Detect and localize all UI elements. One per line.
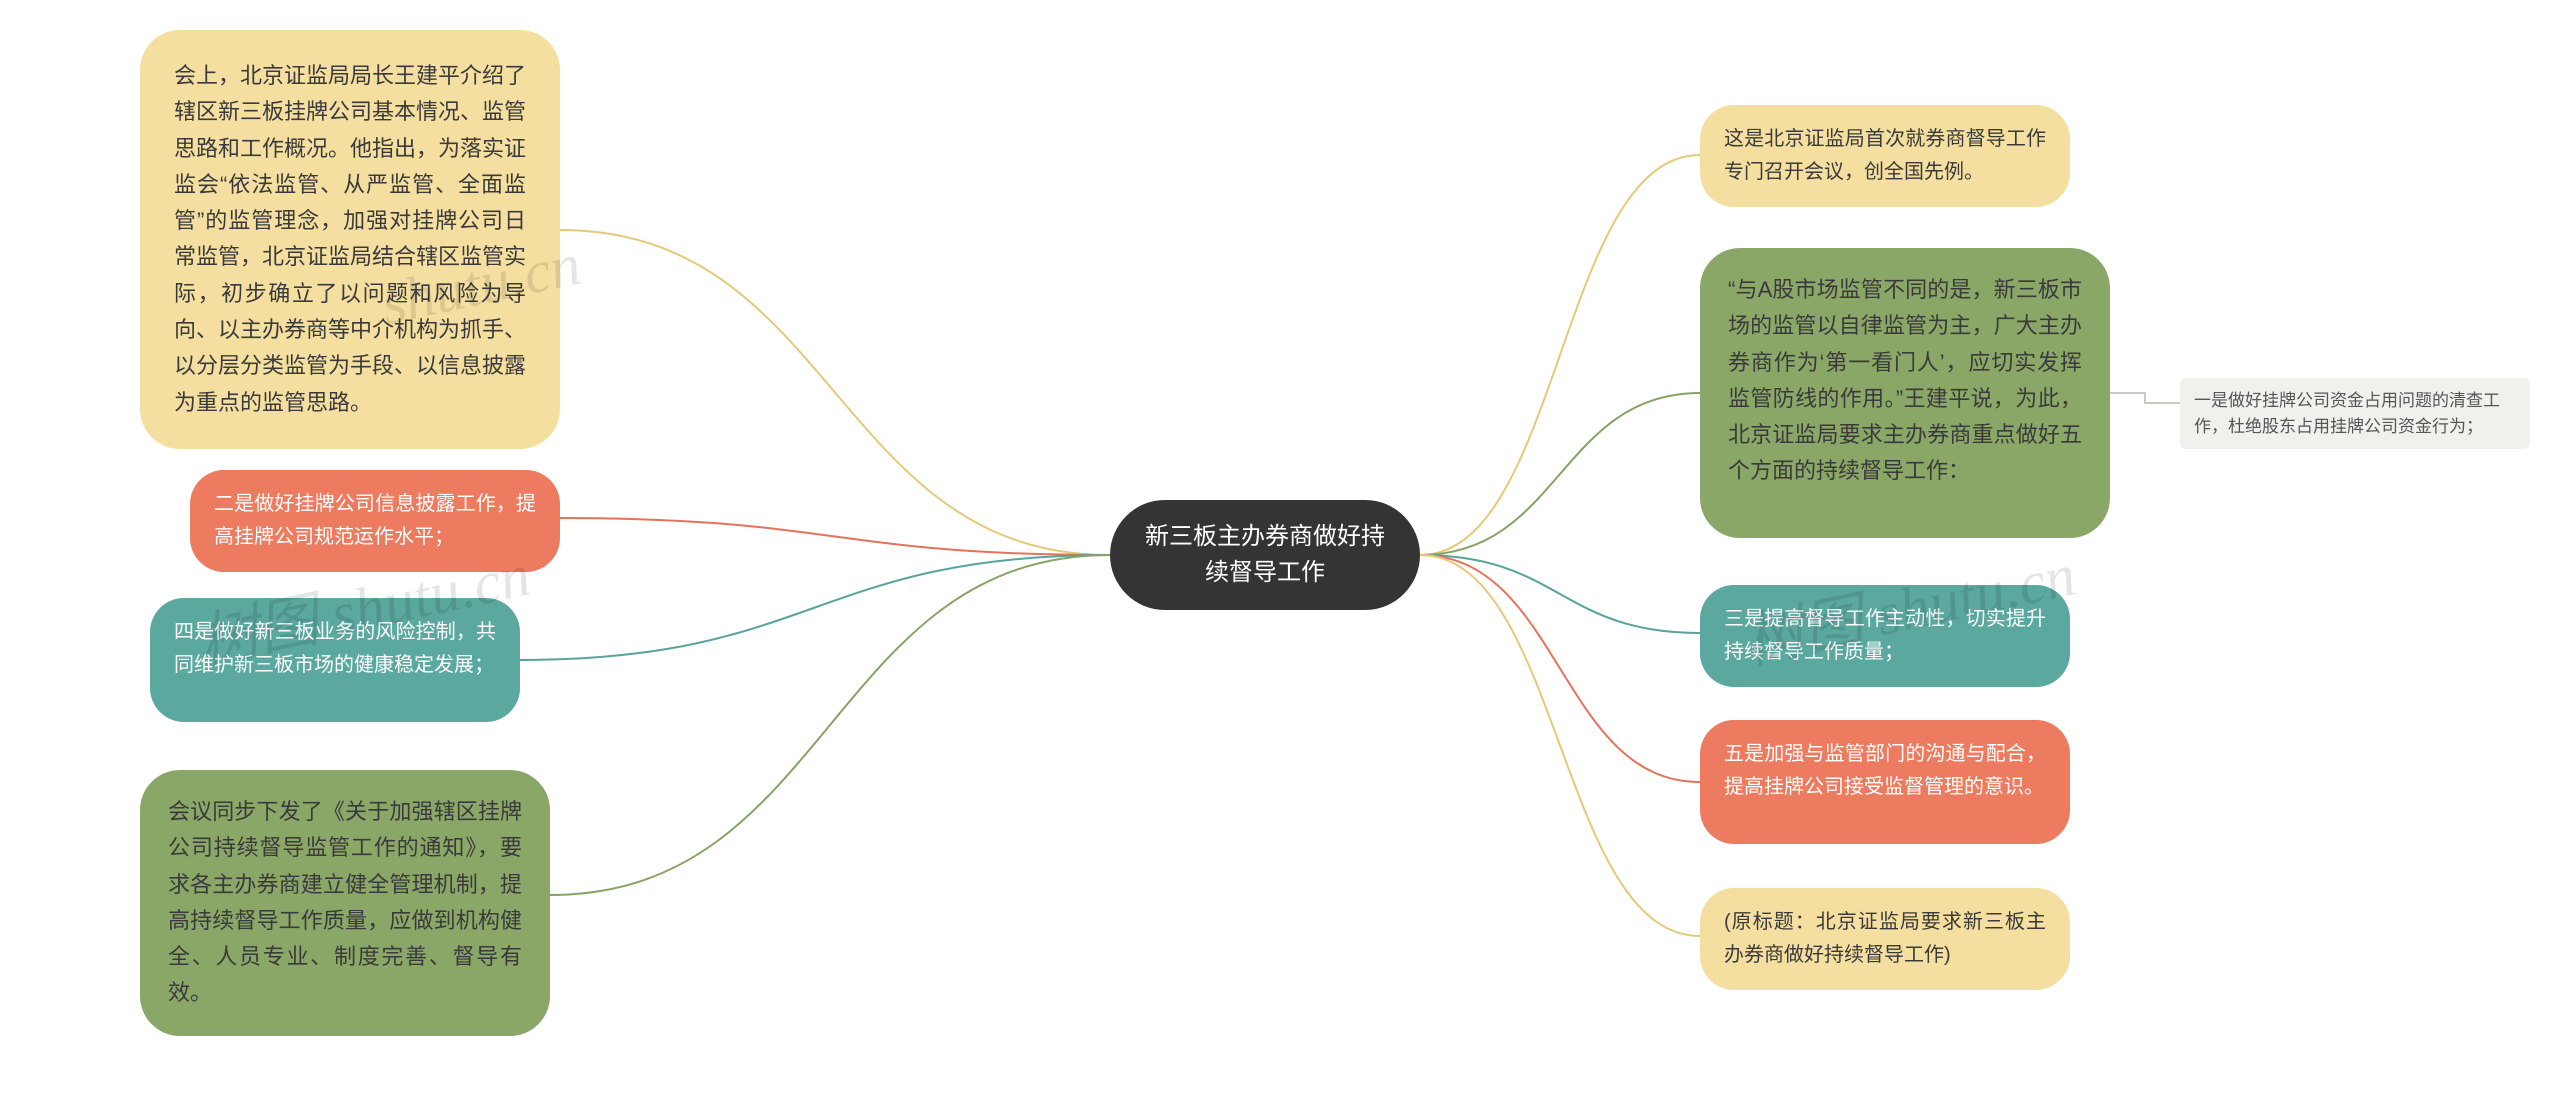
branch-text: 四是做好新三板业务的风险控制，共同维护新三板市场的健康稳定发展； [174,621,496,676]
branch-text: 会上，北京证监局局长王建平介绍了辖区新三板挂牌公司基本情况、监管思路和工作概况。… [174,63,526,415]
branch-left-4: 会议同步下发了《关于加强辖区挂牌公司持续督导监管工作的通知》，要求各主办券商建立… [140,770,550,1036]
branch-left-3: 四是做好新三板业务的风险控制，共同维护新三板市场的健康稳定发展； [150,598,520,722]
branch-text: “与A股市场监管不同的是，新三板市场的监管以自律监管为主，广大主办券商作为‘第一… [1728,277,2082,483]
sub-note-text: 一是做好挂牌公司资金占用问题的清查工作，杜绝股东占用挂牌公司资金行为； [2194,391,2500,436]
branch-right-2: “与A股市场监管不同的是，新三板市场的监管以自律监管为主，广大主办券商作为‘第一… [1700,248,2110,538]
branch-right-3: 三是提高督导工作主动性，切实提升持续督导工作质量； [1700,585,2070,687]
branch-right-1: 这是北京证监局首次就券商督导工作专门召开会议，创全国先例。 [1700,105,2070,207]
branch-text: 这是北京证监局首次就券商督导工作专门召开会议，创全国先例。 [1724,128,2046,183]
branch-text: (原标题：北京证监局要求新三板主办券商做好持续督导工作) [1724,911,2046,966]
center-label: 新三板主办券商做好持续督导工作 [1140,519,1390,591]
sub-note: 一是做好挂牌公司资金占用问题的清查工作，杜绝股东占用挂牌公司资金行为； [2180,378,2530,449]
branch-text: 会议同步下发了《关于加强辖区挂牌公司持续督导监管工作的通知》，要求各主办券商建立… [168,799,522,1005]
branch-right-4: 五是加强与监管部门的沟通与配合，提高挂牌公司接受监督管理的意识。 [1700,720,2070,844]
branch-text: 三是提高督导工作主动性，切实提升持续督导工作质量； [1724,608,2046,663]
branch-text: 五是加强与监管部门的沟通与配合，提高挂牌公司接受监督管理的意识。 [1724,743,2046,798]
center-topic: 新三板主办券商做好持续督导工作 [1110,500,1420,610]
branch-left-1: 会上，北京证监局局长王建平介绍了辖区新三板挂牌公司基本情况、监管思路和工作概况。… [140,30,560,449]
branch-left-2: 二是做好挂牌公司信息披露工作，提高挂牌公司规范运作水平； [190,470,560,572]
branch-right-5: (原标题：北京证监局要求新三板主办券商做好持续督导工作) [1700,888,2070,990]
mindmap-canvas: { "viewport": { "width": 2560, "height":… [0,0,2560,1098]
branch-text: 二是做好挂牌公司信息披露工作，提高挂牌公司规范运作水平； [214,493,536,548]
